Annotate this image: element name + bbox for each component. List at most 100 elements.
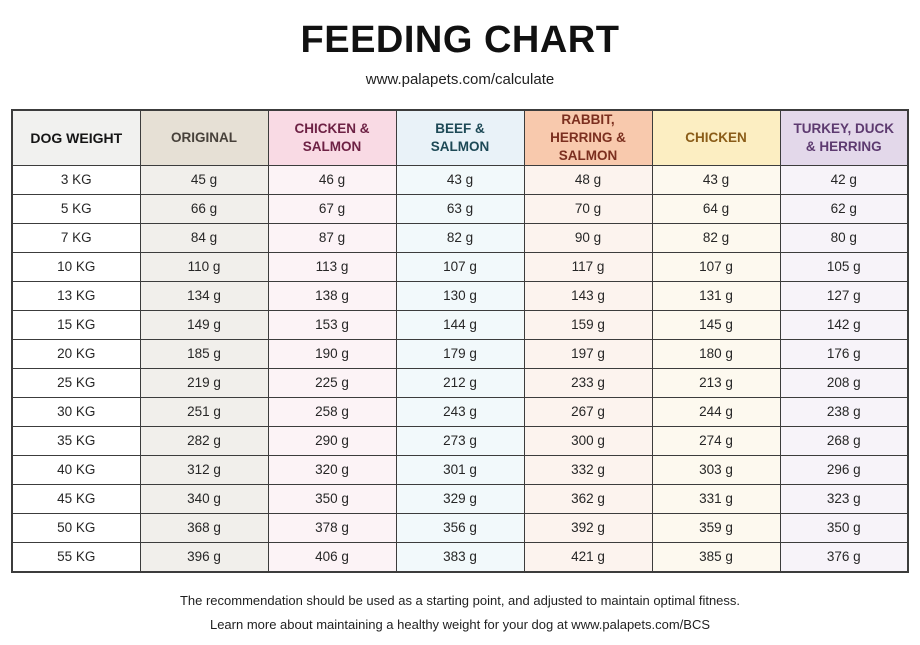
feeding-amount-cell: 70 g: [523, 193, 653, 224]
dog-weight-cell: 15 KG: [11, 309, 141, 340]
header-row: DOG WEIGHT ORIGINAL CHICKEN & SALMON BEE…: [11, 109, 909, 166]
feeding-amount-cell: 66 g: [139, 193, 269, 224]
dog-weight-cell: 55 KG: [11, 541, 141, 573]
feeding-amount-cell: 80 g: [779, 222, 909, 253]
feeding-amount-cell: 46 g: [267, 164, 397, 195]
dog-weight-cell: 40 KG: [11, 454, 141, 485]
feeding-amount-cell: 219 g: [139, 367, 269, 398]
feeding-amount-cell: 243 g: [395, 396, 525, 427]
table-row: 55 KG 396 g 406 g 383 g 421 g 385 g 376 g: [11, 541, 909, 573]
table-row: 50 KG 368 g 378 g 356 g 392 g 359 g 350 g: [11, 512, 909, 543]
dog-weight-cell: 7 KG: [11, 222, 141, 253]
feeding-amount-cell: 153 g: [267, 309, 397, 340]
feeding-amount-cell: 176 g: [779, 338, 909, 369]
table-row: 10 KG 110 g 113 g 107 g 117 g 107 g 105 g: [11, 251, 909, 282]
feeding-amount-cell: 212 g: [395, 367, 525, 398]
feeding-amount-cell: 320 g: [267, 454, 397, 485]
feeding-amount-cell: 43 g: [395, 164, 525, 195]
feeding-amount-cell: 63 g: [395, 193, 525, 224]
feeding-amount-cell: 329 g: [395, 483, 525, 514]
feeding-amount-cell: 143 g: [523, 280, 653, 311]
feeding-amount-cell: 107 g: [395, 251, 525, 282]
table-row: 15 KG 149 g 153 g 144 g 159 g 145 g 142 g: [11, 309, 909, 340]
footer-note: The recommendation should be used as a s…: [0, 589, 920, 637]
feeding-amount-cell: 350 g: [267, 483, 397, 514]
feeding-amount-cell: 356 g: [395, 512, 525, 543]
table-row: 45 KG 340 g 350 g 329 g 362 g 331 g 323 g: [11, 483, 909, 514]
feeding-amount-cell: 385 g: [651, 541, 781, 573]
feeding-amount-cell: 107 g: [651, 251, 781, 282]
page-title: FEEDING CHART: [300, 19, 620, 61]
feeding-amount-cell: 64 g: [651, 193, 781, 224]
feeding-amount-cell: 331 g: [651, 483, 781, 514]
feeding-amount-cell: 274 g: [651, 425, 781, 456]
feeding-amount-cell: 406 g: [267, 541, 397, 573]
table-row: 13 KG 134 g 138 g 130 g 143 g 131 g 127 g: [11, 280, 909, 311]
feeding-amount-cell: 362 g: [523, 483, 653, 514]
feeding-table-head: DOG WEIGHT ORIGINAL CHICKEN & SALMON BEE…: [11, 109, 909, 166]
table-row: 7 KG 84 g 87 g 82 g 90 g 82 g 80 g: [11, 222, 909, 253]
feeding-amount-cell: 392 g: [523, 512, 653, 543]
column-header-chicken: CHICKEN: [651, 109, 781, 166]
feeding-amount-cell: 48 g: [523, 164, 653, 195]
feeding-table: DOG WEIGHT ORIGINAL CHICKEN & SALMON BEE…: [11, 108, 909, 573]
footer-line-1: The recommendation should be used as a s…: [179, 592, 741, 608]
feeding-amount-cell: 323 g: [779, 483, 909, 514]
feeding-amount-cell: 190 g: [267, 338, 397, 369]
feeding-amount-cell: 213 g: [651, 367, 781, 398]
feeding-amount-cell: 300 g: [523, 425, 653, 456]
feeding-amount-cell: 62 g: [779, 193, 909, 224]
feeding-amount-cell: 267 g: [523, 396, 653, 427]
feeding-amount-cell: 117 g: [523, 251, 653, 282]
table-row: 5 KG 66 g 67 g 63 g 70 g 64 g 62 g: [11, 193, 909, 224]
feeding-amount-cell: 131 g: [651, 280, 781, 311]
dog-weight-cell: 35 KG: [11, 425, 141, 456]
footer-line-2: Learn more about maintaining a healthy w…: [209, 616, 711, 632]
feeding-amount-cell: 90 g: [523, 222, 653, 253]
dog-weight-cell: 3 KG: [11, 164, 141, 195]
feeding-amount-cell: 359 g: [651, 512, 781, 543]
feeding-amount-cell: 238 g: [779, 396, 909, 427]
feeding-amount-cell: 159 g: [523, 309, 653, 340]
feeding-amount-cell: 149 g: [139, 309, 269, 340]
feeding-amount-cell: 180 g: [651, 338, 781, 369]
table-row: 25 KG 219 g 225 g 212 g 233 g 213 g 208 g: [11, 367, 909, 398]
feeding-amount-cell: 130 g: [395, 280, 525, 311]
feeding-amount-cell: 340 g: [139, 483, 269, 514]
feeding-amount-cell: 87 g: [267, 222, 397, 253]
feeding-amount-cell: 282 g: [139, 425, 269, 456]
feeding-amount-cell: 301 g: [395, 454, 525, 485]
feeding-amount-cell: 258 g: [267, 396, 397, 427]
feeding-amount-cell: 84 g: [139, 222, 269, 253]
feeding-amount-cell: 332 g: [523, 454, 653, 485]
feeding-amount-cell: 127 g: [779, 280, 909, 311]
feeding-amount-cell: 233 g: [523, 367, 653, 398]
feeding-amount-cell: 43 g: [651, 164, 781, 195]
dog-weight-cell: 10 KG: [11, 251, 141, 282]
feeding-amount-cell: 208 g: [779, 367, 909, 398]
dog-weight-cell: 20 KG: [11, 338, 141, 369]
feeding-amount-cell: 251 g: [139, 396, 269, 427]
feeding-amount-cell: 134 g: [139, 280, 269, 311]
feeding-amount-cell: 142 g: [779, 309, 909, 340]
table-row: 40 KG 312 g 320 g 301 g 332 g 303 g 296 g: [11, 454, 909, 485]
dog-weight-cell: 45 KG: [11, 483, 141, 514]
column-header-rabbit-herring-salmon: RABBIT, HERRING & SALMON: [523, 109, 653, 166]
table-row: 35 KG 282 g 290 g 273 g 300 g 274 g 268 g: [11, 425, 909, 456]
feeding-amount-cell: 296 g: [779, 454, 909, 485]
feeding-amount-cell: 67 g: [267, 193, 397, 224]
dog-weight-cell: 5 KG: [11, 193, 141, 224]
column-header-dog-weight: DOG WEIGHT: [11, 109, 141, 166]
feeding-amount-cell: 113 g: [267, 251, 397, 282]
feeding-amount-cell: 105 g: [779, 251, 909, 282]
page-subtitle: www.palapets.com/calculate: [365, 70, 555, 88]
feeding-amount-cell: 82 g: [651, 222, 781, 253]
dog-weight-cell: 30 KG: [11, 396, 141, 427]
feeding-amount-cell: 42 g: [779, 164, 909, 195]
feeding-amount-cell: 368 g: [139, 512, 269, 543]
feeding-amount-cell: 197 g: [523, 338, 653, 369]
feeding-amount-cell: 376 g: [779, 541, 909, 573]
dog-weight-cell: 13 KG: [11, 280, 141, 311]
